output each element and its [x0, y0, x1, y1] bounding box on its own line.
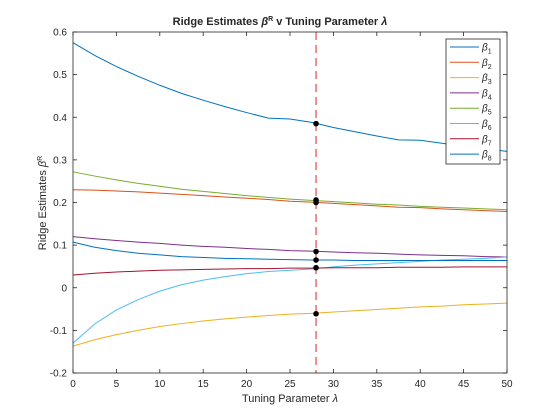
y-tick-label: 0.2: [53, 198, 67, 209]
y-axis-label: Ridge Estimates βR: [37, 156, 49, 251]
x-axis-label-text: Tuning Parameter: [242, 393, 333, 405]
marker-point-6: [313, 264, 319, 271]
y-axis-superscript: R: [37, 156, 44, 161]
legend-label: β2: [481, 58, 492, 71]
legend-item-beta-3: β3: [450, 73, 492, 86]
y-tick-label: 0.5: [53, 70, 67, 81]
y-tick-label: -0.2: [50, 369, 68, 380]
y-tick-label: 0: [61, 283, 67, 294]
legend-item-beta-5: β5: [450, 104, 492, 117]
x-tick-label: 50: [501, 379, 513, 390]
svg-text:Tuning Parameter λ: Tuning Parameter λ: [242, 393, 338, 405]
y-axis-label-text: Ridge Estimates: [37, 167, 49, 250]
marker-point-7: [313, 310, 319, 317]
marker-point-3: [313, 199, 319, 206]
marker-point-1: [313, 120, 319, 127]
svg-text:Ridge Estimates βR: Ridge Estimates βR: [37, 156, 49, 251]
legend-label: β3: [481, 73, 492, 86]
x-tick-label: 0: [70, 379, 76, 390]
legend-label: β6: [481, 119, 492, 132]
x-axis-label: Tuning Parameter λ: [242, 393, 338, 405]
legend-label: β1: [481, 43, 492, 56]
marker-point-4: [313, 248, 319, 255]
legend-label: β7: [481, 134, 492, 147]
marker-layer: [313, 120, 319, 317]
series-line-beta-8: [72, 241, 507, 261]
y-tick-label: 0.1: [53, 241, 67, 252]
legend: β1 β2 β3 β4 β5 β6 β7 β8: [445, 38, 501, 165]
legend-label: β5: [481, 104, 492, 117]
y-tick-label: 0.6: [53, 28, 67, 39]
series-lines: [72, 42, 508, 347]
series-line-beta-4: [72, 236, 508, 258]
x-tick-label: 25: [284, 379, 296, 390]
x-tick-label: 20: [241, 379, 253, 390]
series-line-beta-5: [72, 171, 508, 211]
title-text-start: Ridge Estimates: [173, 16, 262, 28]
x-tick-label: 30: [328, 379, 340, 390]
x-tick-label: 15: [198, 379, 210, 390]
series-line-beta-2: [72, 189, 508, 212]
series-line-beta-7: [72, 266, 507, 276]
legend-item-beta-6: β6: [450, 119, 492, 132]
x-tick-label: 10: [154, 379, 166, 390]
x-tick-label: 45: [458, 379, 470, 390]
y-axis-beta-symbol: β: [37, 160, 49, 168]
chart-title: Ridge Estimates βR v Tuning Parameter λ: [173, 16, 388, 28]
y-axis-ticks: -0.2 -0.1 0 0.1 0.2 0.3 0.4 0.5 0.6: [50, 28, 507, 380]
title-lambda-symbol: λ: [380, 16, 387, 28]
legend-item-beta-7: β7: [450, 134, 492, 147]
marker-point-5: [313, 257, 319, 263]
title-text-middle: v Tuning Parameter: [273, 16, 381, 28]
plot-area: [73, 32, 507, 373]
legend-item-beta-4: β4: [450, 88, 492, 101]
title-beta-symbol: β: [260, 16, 268, 28]
y-tick-label: 0.3: [53, 155, 67, 166]
series-line-beta-1: [72, 42, 508, 152]
svg-text:Ridge Estimates βR v Tuning Pa: Ridge Estimates βR v Tuning Parameter λ: [173, 16, 388, 28]
x-axis-ticks: 0 5 10 15 20 25 30 35 40 45 50: [70, 32, 513, 390]
x-tick-label: 40: [415, 379, 427, 390]
x-tick-label: 35: [371, 379, 383, 390]
x-axis-lambda-symbol: λ: [332, 393, 338, 405]
y-tick-label: -0.1: [50, 326, 68, 337]
legend-item-beta-1: β1: [450, 43, 492, 56]
legend-label: β8: [481, 150, 492, 163]
legend-item-beta-8: β8: [450, 150, 492, 163]
legend-box: [445, 38, 501, 165]
y-tick-label: 0.4: [53, 113, 67, 124]
x-tick-label: 5: [114, 379, 120, 390]
legend-label: β4: [481, 88, 492, 101]
series-line-beta-3: [72, 302, 508, 347]
title-superscript: R: [268, 16, 273, 23]
legend-item-beta-2: β2: [450, 58, 492, 71]
